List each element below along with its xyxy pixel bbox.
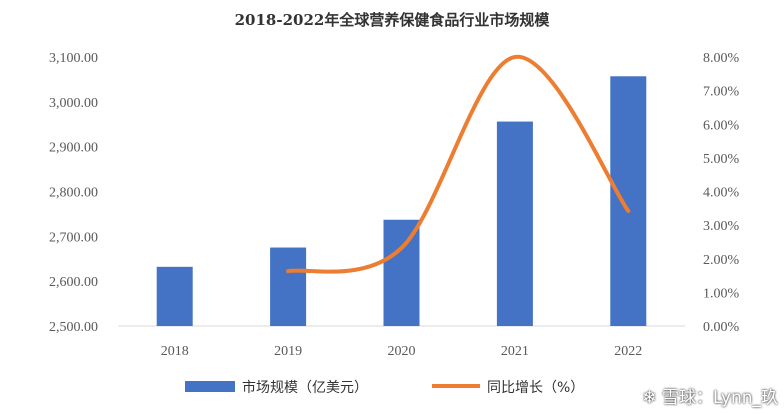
- bar: [383, 219, 420, 326]
- right-tick-label: 3.00%: [703, 219, 740, 234]
- right-tick-label: 1.00%: [703, 286, 740, 301]
- legend: 市场规模（亿美元） 同比增长（%）: [185, 379, 584, 396]
- legend-label-bar: 市场规模（亿美元）: [242, 379, 368, 396]
- right-axis: 0.00% 1.00% 2.00% 3.00% 4.00% 5.00% 6.00% 7.00%…: [703, 51, 740, 335]
- left-tick-label: 2,800.00: [49, 186, 98, 201]
- right-tick-label: 5.00%: [703, 152, 740, 167]
- bar: [156, 266, 193, 326]
- x-axis: 2018 2019 2020 2021 2022: [161, 344, 643, 359]
- left-tick-label: 2,900.00: [49, 141, 98, 156]
- right-tick-label: 4.00%: [703, 186, 740, 201]
- left-tick-label: 3,000.00: [49, 96, 98, 111]
- x-tick-label: 2021: [501, 344, 529, 359]
- watermark-text: 雪球：Lynn_玖: [661, 388, 778, 408]
- watermark: ❄ 雪球：Lynn_玖: [642, 383, 778, 408]
- legend-swatch-bar: [185, 381, 235, 392]
- left-tick-label: 2,500.00: [49, 320, 98, 335]
- right-tick-label: 6.00%: [703, 118, 740, 133]
- x-tick-label: 2018: [161, 344, 189, 359]
- left-axis: 2,500.00 2,600.00 2,700.00 2,800.00 2,900.00…: [49, 51, 98, 335]
- bar-series: [156, 76, 647, 326]
- chart-title: 2018-2022年全球营养保健食品行业市场规模: [235, 11, 551, 29]
- right-tick-label: 0.00%: [703, 320, 740, 335]
- right-tick-label: 7.00%: [703, 85, 740, 100]
- left-tick-label: 2,700.00: [49, 230, 98, 245]
- legend-label-line: 同比增长（%）: [487, 380, 584, 396]
- bar: [270, 247, 307, 326]
- line-series: [286, 54, 631, 274]
- growth-line: [286, 54, 631, 274]
- left-tick-label: 2,600.00: [49, 275, 98, 290]
- right-tick-label: 8.00%: [703, 51, 740, 66]
- left-tick-label: 3,100.00: [49, 51, 98, 66]
- bar: [496, 121, 533, 326]
- x-tick-label: 2020: [388, 344, 416, 359]
- snowball-logo-icon: ❄: [642, 388, 657, 408]
- bar: [610, 76, 647, 326]
- x-tick-label: 2019: [274, 344, 302, 359]
- right-tick-label: 2.00%: [703, 253, 740, 268]
- x-tick-label: 2022: [614, 344, 642, 359]
